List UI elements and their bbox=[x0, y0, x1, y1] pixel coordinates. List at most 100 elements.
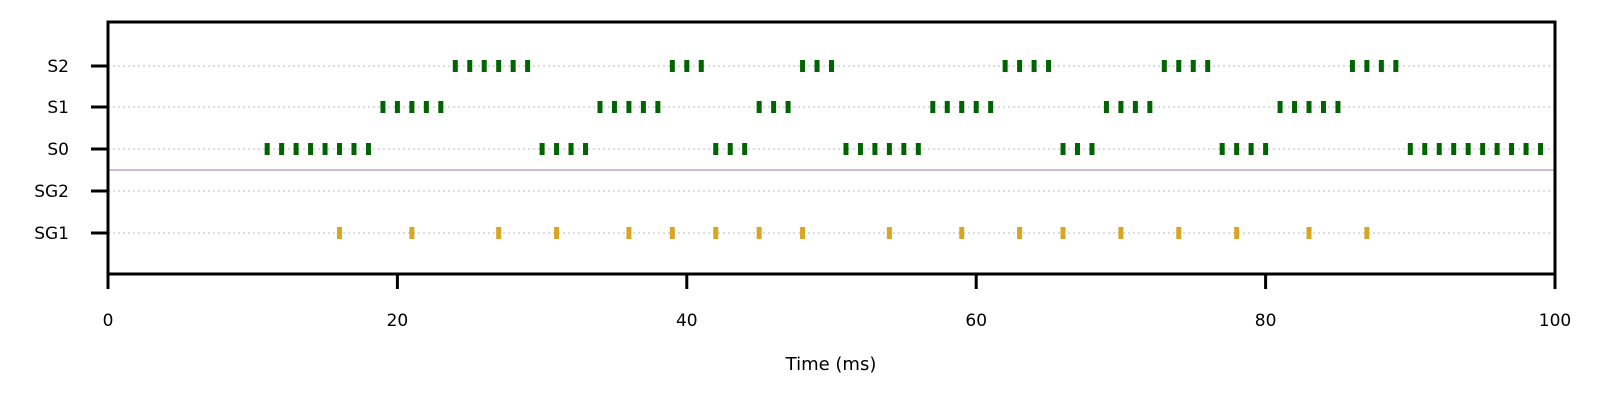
spike-mark-sg1 bbox=[1118, 227, 1124, 239]
spike-mark-s0 bbox=[915, 143, 921, 155]
spike-mark-s0 bbox=[1436, 143, 1442, 155]
spike-mark-s2 bbox=[1046, 60, 1052, 72]
x-tick-label-100: 100 bbox=[1539, 311, 1571, 331]
y-tick-label-sg1: SG1 bbox=[34, 224, 69, 244]
spike-mark-sg1 bbox=[1234, 227, 1240, 239]
spike-mark-s2 bbox=[1205, 60, 1211, 72]
spike-mark-s1 bbox=[1306, 101, 1312, 113]
spike-mark-s2 bbox=[800, 60, 806, 72]
spike-mark-s0 bbox=[1480, 143, 1486, 155]
spike-mark-s0 bbox=[1074, 143, 1080, 155]
spike-mark-s1 bbox=[944, 101, 950, 113]
spike-mark-s0 bbox=[1465, 143, 1471, 155]
spike-mark-s2 bbox=[525, 60, 531, 72]
spike-mark-s1 bbox=[785, 101, 791, 113]
spike-mark-s0 bbox=[1234, 143, 1240, 155]
spike-mark-s1 bbox=[438, 101, 444, 113]
x-tick-label-60: 60 bbox=[965, 311, 987, 331]
spike-mark-s1 bbox=[611, 101, 617, 113]
spike-mark-s2 bbox=[829, 60, 834, 72]
spike-mark-sg1 bbox=[496, 227, 502, 239]
spike-mark-sg1 bbox=[337, 227, 343, 239]
spike-mark-s0 bbox=[1451, 143, 1457, 155]
spike-mark-sg1 bbox=[669, 227, 675, 239]
spike-mark-s2 bbox=[1176, 60, 1182, 72]
spike-mark-s2 bbox=[1002, 60, 1008, 72]
spike-mark-s0 bbox=[843, 143, 849, 155]
x-tick-label-0: 0 bbox=[103, 311, 114, 331]
spike-mark-s0 bbox=[1060, 143, 1066, 155]
spike-mark-s2 bbox=[1364, 60, 1370, 72]
spike-mark-s1 bbox=[655, 101, 661, 113]
spike-mark-s2 bbox=[467, 60, 473, 72]
spike-mark-s0 bbox=[727, 143, 733, 155]
spike-mark-s1 bbox=[756, 101, 762, 113]
spike-mark-s0 bbox=[886, 143, 892, 155]
spike-mark-s0 bbox=[1248, 143, 1254, 155]
spike-mark-s1 bbox=[988, 101, 994, 113]
spike-mark-s0 bbox=[365, 143, 371, 155]
spike-mark-s2 bbox=[1031, 60, 1037, 72]
spike-mark-s2 bbox=[496, 60, 502, 72]
spike-mark-s0 bbox=[264, 143, 270, 155]
spike-mark-s1 bbox=[930, 101, 936, 113]
spike-mark-s0 bbox=[742, 143, 748, 155]
spike-mark-s1 bbox=[409, 101, 415, 113]
spike-mark-s0 bbox=[1407, 143, 1413, 155]
spike-mark-s0 bbox=[568, 143, 574, 155]
spike-mark-s1 bbox=[1292, 101, 1298, 113]
spike-mark-sg1 bbox=[1017, 227, 1023, 239]
grid-layer bbox=[108, 65, 1555, 234]
y-tick-label-s1: S1 bbox=[47, 98, 69, 118]
spike-mark-sg1 bbox=[800, 227, 806, 239]
spike-mark-s1 bbox=[1103, 101, 1109, 113]
spike-mark-s0 bbox=[1263, 143, 1269, 155]
spike-mark-s0 bbox=[1538, 143, 1544, 155]
spike-mark-s1 bbox=[640, 101, 646, 113]
spike-mark-s2 bbox=[1349, 60, 1355, 72]
spike-mark-s0 bbox=[554, 143, 560, 155]
spike-mark-s1 bbox=[771, 101, 777, 113]
spike-mark-s2 bbox=[510, 60, 516, 72]
y-tick-label-s0: S0 bbox=[47, 140, 69, 160]
spike-mark-s1 bbox=[1118, 101, 1124, 113]
spike-mark-sg1 bbox=[1364, 227, 1370, 239]
spike-mark-s2 bbox=[481, 60, 487, 72]
x-tick-label-80: 80 bbox=[1255, 311, 1277, 331]
spike-mark-sg1 bbox=[886, 227, 892, 239]
y-tick-label-s2: S2 bbox=[47, 57, 69, 77]
spike-mark-s2 bbox=[684, 60, 690, 72]
spike-mark-sg1 bbox=[626, 227, 632, 239]
spike-mark-s2 bbox=[1393, 60, 1399, 72]
spike-mark-s1 bbox=[1277, 101, 1283, 113]
spike-mark-sg1 bbox=[1306, 227, 1312, 239]
spike-mark-s2 bbox=[669, 60, 675, 72]
spike-mark-s2 bbox=[1378, 60, 1384, 72]
x-tick-label-20: 20 bbox=[387, 311, 409, 331]
y-axis: S2 S1 S0 SG2 SG1 bbox=[34, 57, 108, 244]
spike-mark-sg1 bbox=[1060, 227, 1066, 239]
spike-mark-sg1 bbox=[959, 227, 965, 239]
y-tick-label-sg2: SG2 bbox=[34, 182, 69, 202]
spike-mark-s2 bbox=[814, 60, 820, 72]
spike-mark-sg1 bbox=[756, 227, 762, 239]
spike-mark-s1 bbox=[959, 101, 965, 113]
spike-mark-s2 bbox=[1017, 60, 1023, 72]
marks-layer bbox=[264, 60, 1544, 239]
spike-mark-s0 bbox=[1509, 143, 1515, 155]
spike-mark-sg1 bbox=[409, 227, 415, 239]
spike-mark-s2 bbox=[452, 60, 458, 72]
spike-mark-s2 bbox=[1190, 60, 1196, 72]
spike-mark-s0 bbox=[583, 143, 589, 155]
spike-mark-s0 bbox=[1422, 143, 1428, 155]
x-tick-label-40: 40 bbox=[676, 311, 698, 331]
spike-mark-s0 bbox=[308, 143, 314, 155]
spike-mark-s0 bbox=[351, 143, 357, 155]
spike-mark-s1 bbox=[973, 101, 979, 113]
spike-mark-s0 bbox=[539, 143, 545, 155]
spike-mark-s1 bbox=[423, 101, 429, 113]
spike-mark-s0 bbox=[857, 143, 863, 155]
spike-mark-s1 bbox=[626, 101, 632, 113]
